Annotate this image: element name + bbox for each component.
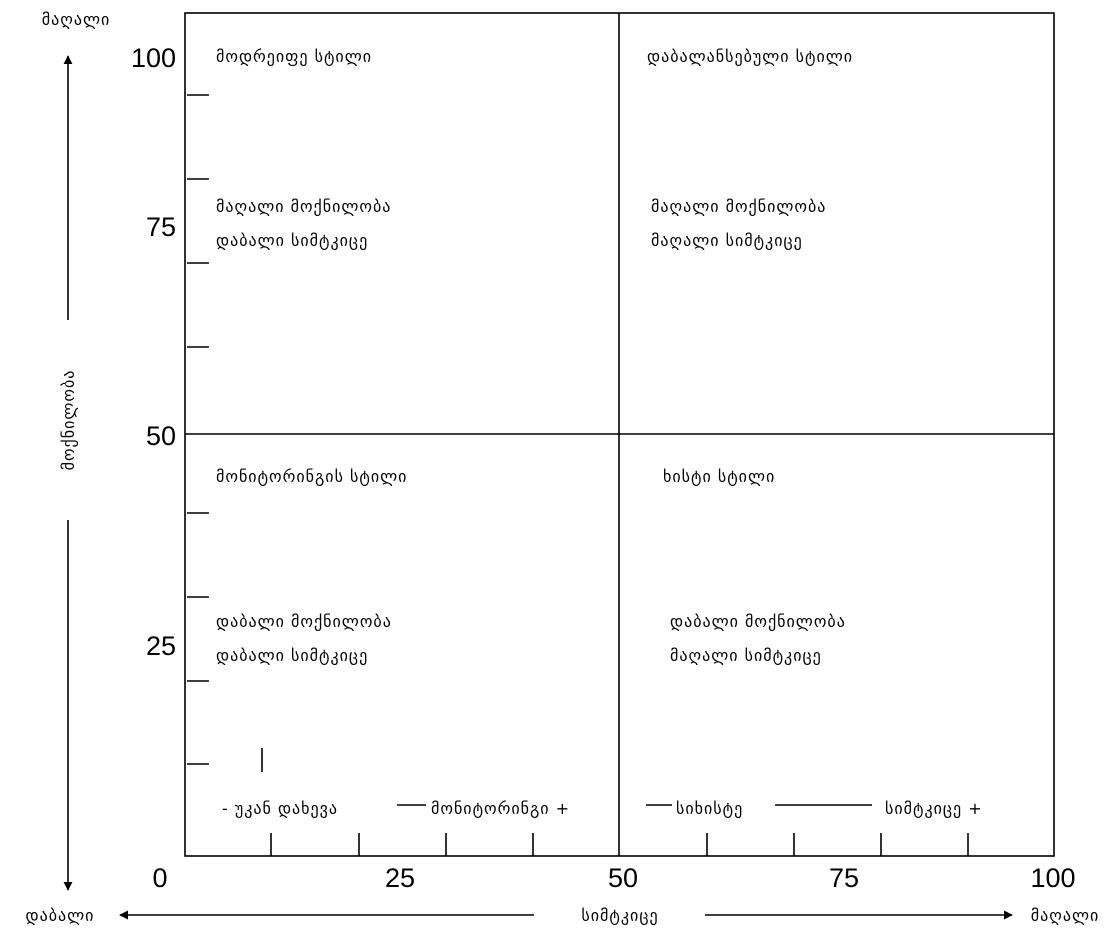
x-axis-high-label: მაღალი bbox=[1031, 906, 1100, 925]
scale-firmness: სიმტკიცე + bbox=[885, 799, 983, 818]
quadrant-top-left-flexibility: მაღალი მოქნილობა bbox=[216, 197, 391, 216]
y-axis-high-label: მაღალი bbox=[42, 10, 111, 29]
quadrant-bottom-right-style: ხისტი სტილი bbox=[663, 467, 775, 486]
y-axis-low-label: დაბალი bbox=[26, 906, 95, 925]
scale-rigidity: სიხისტე bbox=[676, 799, 743, 818]
y-axis-minor-ticks bbox=[187, 94, 209, 765]
quadrant-bottom-right-flexibility: დაბალი მოქნილობა bbox=[670, 612, 846, 631]
y-tick-label: 50 bbox=[146, 421, 176, 451]
quadrant-top-left-style: მოდრეიფე სტილი bbox=[216, 47, 372, 66]
y-tick-label: 75 bbox=[146, 212, 176, 242]
x-axis-title: სიმტკიცე bbox=[581, 906, 658, 925]
quadrant-top-left-firmness: დაბალი სიმტკიცე bbox=[216, 231, 368, 250]
y-tick-label: 25 bbox=[146, 631, 176, 661]
quadrant-top-right-flexibility: მაღალი მოქნილობა bbox=[651, 197, 826, 216]
x-tick-label: 0 bbox=[152, 863, 167, 893]
scale-retreat: - უკან დახევა bbox=[222, 799, 338, 818]
y-tick-label: 100 bbox=[131, 43, 176, 73]
y-axis-title: მოქნილობა bbox=[59, 370, 78, 471]
scale-monitoring: მონიტორინგი + bbox=[431, 799, 570, 818]
quadrant-bottom-left-flexibility: დაბალი მოქნილობა bbox=[216, 612, 392, 631]
quadrant-bottom-left-firmness: დაბალი სიმტკიცე bbox=[216, 646, 368, 665]
x-axis-minor-ticks bbox=[270, 833, 969, 856]
quadrant-bottom-right-firmness: მაღალი სიმტკიცე bbox=[670, 646, 822, 665]
x-tick-label: 100 bbox=[1030, 863, 1075, 893]
quadrant-top-right-firmness: მაღალი სიმტკიცე bbox=[651, 231, 803, 250]
x-tick-label: 25 bbox=[385, 863, 415, 893]
quadrant-top-right-style: დაბალანსებული სტილი bbox=[647, 47, 853, 66]
x-tick-label: 75 bbox=[829, 863, 859, 893]
quadrant-bottom-left-style: მონიტორინგის სტილი bbox=[216, 467, 407, 486]
x-tick-label: 50 bbox=[608, 863, 638, 893]
